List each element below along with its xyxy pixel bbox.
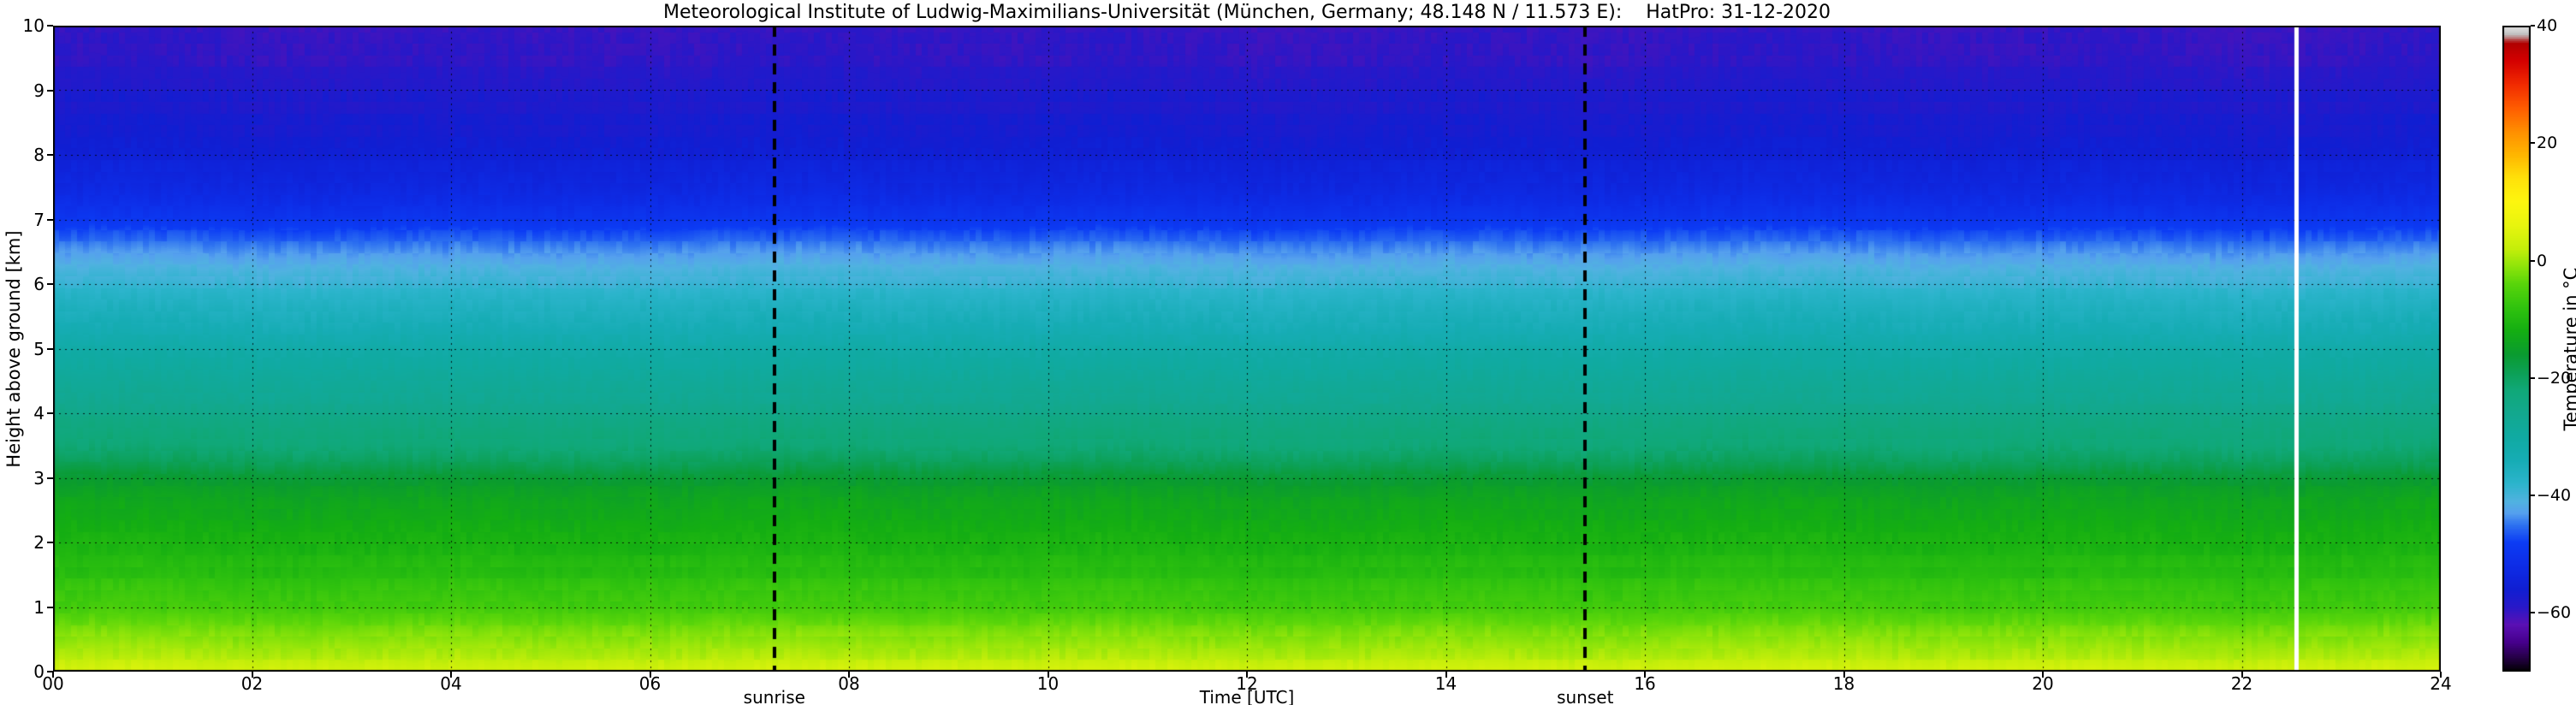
x-tick-label: 06 <box>638 673 662 694</box>
y-tick-mark <box>47 671 53 672</box>
y-tick-mark <box>47 154 53 156</box>
x-tick-mark <box>2241 672 2243 678</box>
y-tick-label: 2 <box>33 532 45 553</box>
sunrise-label: sunrise <box>743 687 805 705</box>
y-tick-label: 3 <box>33 467 45 489</box>
x-tick-label: 10 <box>1036 673 1059 694</box>
y-tick-label: 1 <box>33 596 45 618</box>
x-tick-label: 20 <box>2032 673 2054 694</box>
y-tick-mark <box>47 477 53 479</box>
x-tick-mark <box>1843 672 1845 678</box>
colorbar-tick-label: 0 <box>2537 251 2548 270</box>
x-tick-mark <box>1644 672 1646 678</box>
y-tick-label: 4 <box>33 403 45 424</box>
colorbar-tick-mark <box>2531 612 2535 614</box>
x-tick-mark <box>1047 672 1049 678</box>
y-tick-mark <box>47 412 53 414</box>
x-tick-label: 18 <box>1832 673 1855 694</box>
y-tick-label: 8 <box>33 145 45 165</box>
y-tick-mark <box>47 347 53 350</box>
y-tick-label: 10 <box>22 15 45 36</box>
y-tick-mark <box>47 542 53 543</box>
y-tick-mark <box>47 283 53 285</box>
x-axis-label: Time [UTC] <box>1199 687 1295 705</box>
colorbar-label: Temperature in °C <box>2561 267 2576 430</box>
colorbar-tick-mark <box>2531 142 2535 145</box>
x-tick-mark <box>52 672 54 678</box>
colorbar-tick-mark <box>2531 259 2535 262</box>
y-tick-mark <box>47 89 53 92</box>
colorbar-tick-mark <box>2531 25 2535 27</box>
colorbar-tick-mark <box>2531 376 2535 379</box>
colorbar-tick-label: 40 <box>2537 16 2558 35</box>
x-tick-label: 12 <box>1236 673 1258 694</box>
x-tick-mark <box>2042 672 2044 678</box>
y-tick-label: 7 <box>33 209 45 230</box>
x-tick-mark <box>450 672 452 678</box>
y-tick-mark <box>47 606 53 608</box>
colorbar-tick-label: −40 <box>2537 486 2572 506</box>
x-tick-mark <box>1246 672 1248 678</box>
x-tick-label: 16 <box>1634 673 1656 694</box>
x-tick-mark <box>649 672 651 678</box>
colorbar-gradient <box>2502 26 2531 672</box>
colorbar-tick-mark <box>2531 495 2535 497</box>
x-tick-label: 22 <box>2230 673 2253 694</box>
y-tick-label: 6 <box>33 274 45 294</box>
x-tick-mark <box>848 672 850 678</box>
colorbar-tick-label: 20 <box>2537 133 2558 153</box>
x-tick-label: 02 <box>240 673 264 694</box>
colorbar-tick-label: −60 <box>2537 603 2572 623</box>
x-tick-mark <box>2440 672 2442 678</box>
y-tick-mark <box>47 25 53 27</box>
colorbar-tick-label: −20 <box>2537 368 2572 388</box>
y-tick-label: 5 <box>33 338 45 359</box>
x-tick-mark <box>1445 672 1447 678</box>
x-tick-label: 24 <box>2430 673 2452 694</box>
x-tick-label: 04 <box>440 673 462 694</box>
y-tick-label: 0 <box>33 661 45 682</box>
x-tick-label: 08 <box>838 673 860 694</box>
sunset-label: sunset <box>1557 687 1614 705</box>
y-tick-label: 9 <box>33 80 45 101</box>
heatmap-canvas <box>53 26 2441 672</box>
chart-title: Meteorological Institute of Ludwig-Maxim… <box>662 2 1831 23</box>
x-tick-label: 00 <box>42 673 64 694</box>
x-tick-label: 14 <box>1434 673 1457 694</box>
x-tick-mark <box>251 672 253 678</box>
y-tick-mark <box>47 218 53 221</box>
